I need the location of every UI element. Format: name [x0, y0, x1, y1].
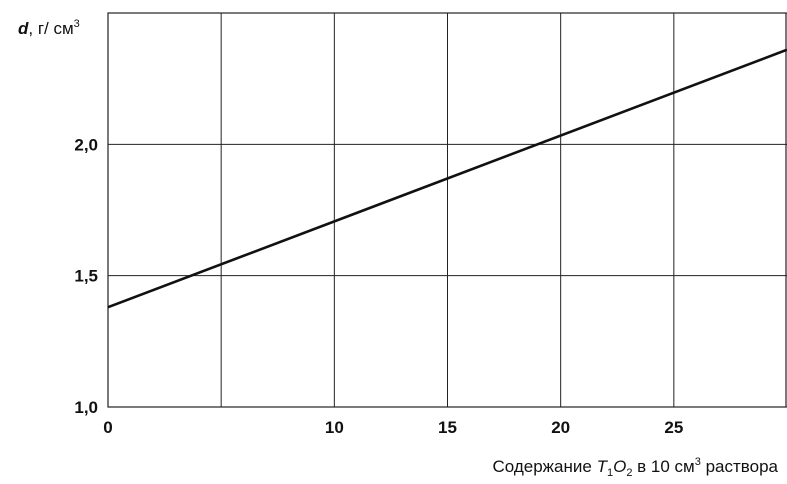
x-tick-label: 20 [551, 418, 570, 437]
x-tick-label: 25 [664, 418, 683, 437]
x-tick-label: 15 [438, 418, 457, 437]
x-tick-label: 0 [103, 418, 112, 437]
series-line [107, 48, 787, 309]
x-tick-label: 10 [325, 418, 344, 437]
plot-frame [107, 12, 787, 408]
grid [107, 12, 787, 408]
y-tick-label: 2,0 [74, 135, 98, 154]
tick-labels: 0 10 15 20 25 1,0 1,5 2,0 [74, 135, 683, 437]
y-axis-label: d, г/ см3 [18, 18, 80, 38]
y-tick-label: 1,5 [74, 267, 98, 286]
series-layer [107, 48, 787, 309]
x-axis-label: Содержание T1O2 в 10 см3 раствора [492, 456, 778, 479]
y-tick-label: 1,0 [74, 398, 98, 417]
